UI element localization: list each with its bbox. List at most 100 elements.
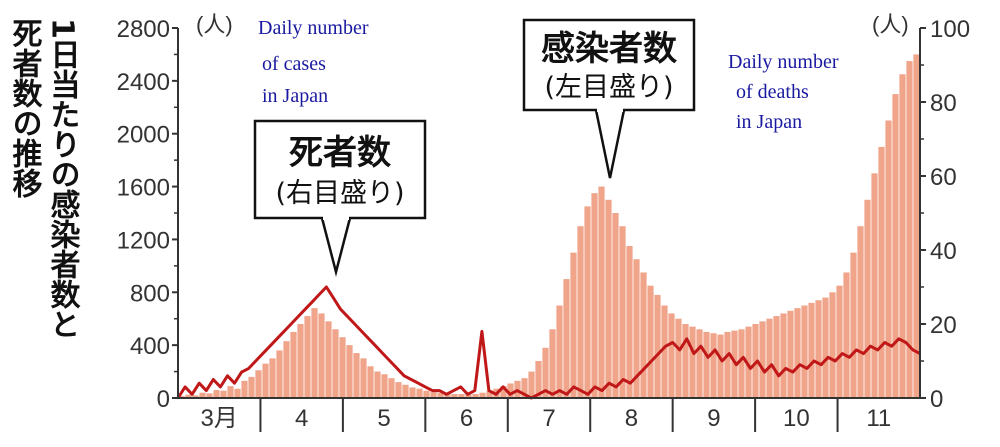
cases-bar [556,305,563,398]
cases-bar [577,226,584,398]
cases-bar [423,390,430,398]
cases-bar [185,394,192,398]
cases-bar [745,326,752,398]
left-tick-label: 800 [130,280,170,307]
left-tick-label: 0 [157,386,170,413]
right-tick-label: 100 [930,16,970,43]
cases-bar [717,334,724,398]
cases-bar [570,252,577,398]
cases-bar [815,300,822,398]
cases-bar [346,345,353,398]
cases-bar [619,226,626,398]
cases-bar [465,394,472,398]
cases-bar [381,374,388,398]
axes: 0 400 800 1200 1600 2000 2400 2800 0 20 40 60 80 100 3… [117,16,970,432]
cases-bar [633,259,640,398]
cases-bar [647,285,654,398]
cases-bar [269,358,276,398]
deaths-note-line-3: in Japan [736,111,802,133]
callout-deaths-sub: (右目盛り) [275,178,404,209]
cases-bar [409,387,416,398]
cases-bar [318,313,325,398]
right-tick-label: 20 [930,312,957,339]
callout-cases: 感染者数 (左目盛り) [522,18,696,179]
cases-bar [360,358,367,398]
cases-note-line-3: in Japan [262,85,328,107]
cases-bar [332,329,339,398]
cases-bar [234,388,241,398]
cases-bar [675,318,682,398]
callout-cases-pointer [594,109,626,179]
deaths-note-line-2: of deaths [736,81,809,103]
x-tick-label: 11 [866,405,891,432]
cases-bar [822,297,829,398]
cases-bar [542,347,549,398]
x-tick-label: 9 [707,405,720,432]
cases-bar [458,394,465,398]
cases-note-line-1: Daily number [258,17,369,39]
cases-bar [563,279,570,398]
left-tick-label: 2400 [117,69,170,96]
cases-bar [227,386,234,398]
callout-deaths: 死者数 (右目盛り) [253,119,427,277]
cases-bar [339,337,346,398]
cases-bar [899,74,906,398]
cases-bar [913,54,920,399]
cases-bar [549,329,556,398]
callout-deaths-pointer [320,217,352,277]
cases-bar [192,395,199,398]
cases-bar [262,363,269,398]
callout-cases-sub: (左目盛り) [544,72,673,103]
x-tick-label: 5 [377,405,390,432]
x-tick-label: 6 [460,405,473,432]
x-tick-label: 3月 [201,405,238,432]
cases-bar [871,173,878,398]
cases-bar [885,120,892,398]
cases-bar [311,308,318,398]
left-tick-label: 1600 [117,175,170,202]
cases-bar [444,393,451,398]
callout-deaths-box [253,119,427,220]
cases-bar [766,318,773,398]
cases-bar [710,333,717,398]
cases-bar [325,321,332,398]
right-tick-label: 0 [930,386,943,413]
cases-bar [794,308,801,398]
right-tick-label: 40 [930,238,957,265]
vertical-title-line-1: 1日当たりの感染者数と [45,18,81,339]
right-tick-label: 60 [930,164,957,191]
cases-bar [297,324,304,398]
cases-bar [780,313,787,398]
cases-bar [353,353,360,398]
cases-bar [773,316,780,398]
callout-cases-box [522,18,696,112]
cases-bar [605,199,612,398]
cases-bar [640,272,647,398]
cases-bar [654,294,661,398]
cases-bar [689,326,696,398]
cases-bar [416,388,423,398]
cases-bar [738,329,745,398]
cases-bar [283,341,290,398]
left-axis-unit: (人) [196,12,233,37]
x-tick-label: 8 [625,405,638,432]
cases-bar [248,376,255,398]
cases-bar [836,285,843,398]
cases-bar [843,272,850,398]
cases-bar [304,316,311,398]
cases-bar [759,321,766,398]
cases-bar [479,392,486,398]
deaths-note: Daily number of deaths in Japan [728,51,839,133]
deaths-line [176,285,921,400]
vertical-title-line-2: 死者数の推移 [7,18,43,198]
cases-bar [486,390,493,398]
cases-bar [892,94,899,399]
deaths-line-layer [176,285,921,400]
cases-bars [178,54,920,399]
left-tick-label: 1200 [117,227,170,254]
cases-bar [801,305,808,398]
right-tick-label: 80 [930,90,957,117]
cases-bar [402,384,409,398]
cases-bar [507,383,514,398]
